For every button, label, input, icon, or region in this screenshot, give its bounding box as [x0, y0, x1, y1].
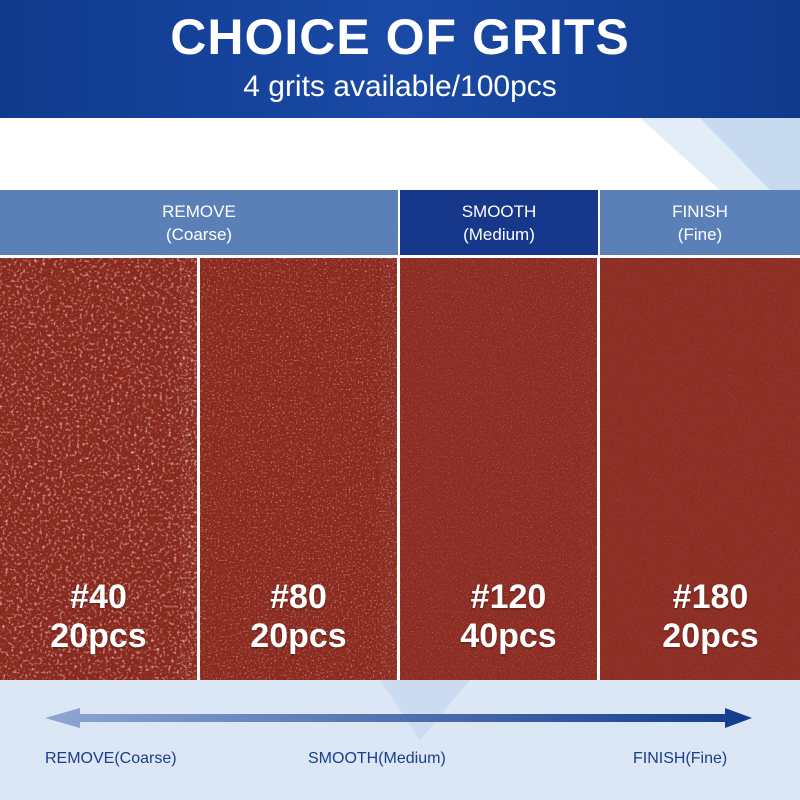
decor [700, 118, 800, 190]
section-sub: (Coarse) [165, 225, 233, 244]
count: 40pcs [460, 617, 557, 655]
grit-label: #40 20pcs [0, 578, 197, 656]
scale-label: FINISH(Fine) [633, 750, 728, 767]
panel-textures [0, 258, 800, 680]
header: CHOICE OF GRITS 4 grits available/100pcs [0, 0, 800, 118]
section-sub: (Fine) [677, 225, 723, 244]
arrow [45, 708, 752, 728]
section-header: FINISH (Fine) [600, 190, 800, 255]
count: 20pcs [250, 617, 347, 655]
grit-label: #80 20pcs [200, 578, 397, 656]
count: 20pcs [50, 617, 147, 655]
grit: #40 [70, 578, 127, 616]
scale-arrow [45, 680, 752, 740]
grit: #80 [270, 578, 327, 616]
section-label: REMOVE [162, 202, 236, 221]
scale-label: REMOVE(Coarse) [45, 750, 177, 767]
section-label: FINISH [672, 202, 728, 221]
decor [640, 118, 770, 190]
section-sub: (Medium) [463, 225, 535, 244]
title: CHOICE OF GRITS [170, 9, 630, 65]
subtitle: 4 grits available/100pcs [243, 70, 557, 103]
section-header: REMOVE (Coarse) [0, 190, 398, 255]
sandpaper-grain [0, 258, 197, 680]
section-header: SMOOTH (Medium) [400, 190, 598, 255]
sandpaper-grain [400, 258, 597, 680]
sandpaper-grain [200, 258, 397, 680]
scale-label: SMOOTH(Medium) [308, 750, 446, 767]
decor [380, 680, 470, 740]
scale-area [0, 680, 800, 800]
sandpaper-grain [600, 258, 800, 680]
grit-label: #180 20pcs [612, 578, 800, 656]
grit: #120 [470, 578, 547, 616]
section-label: SMOOTH [461, 202, 537, 221]
count: 20pcs [662, 617, 759, 655]
grit: #180 [672, 578, 749, 616]
grit-label: #120 40pcs [410, 578, 607, 656]
